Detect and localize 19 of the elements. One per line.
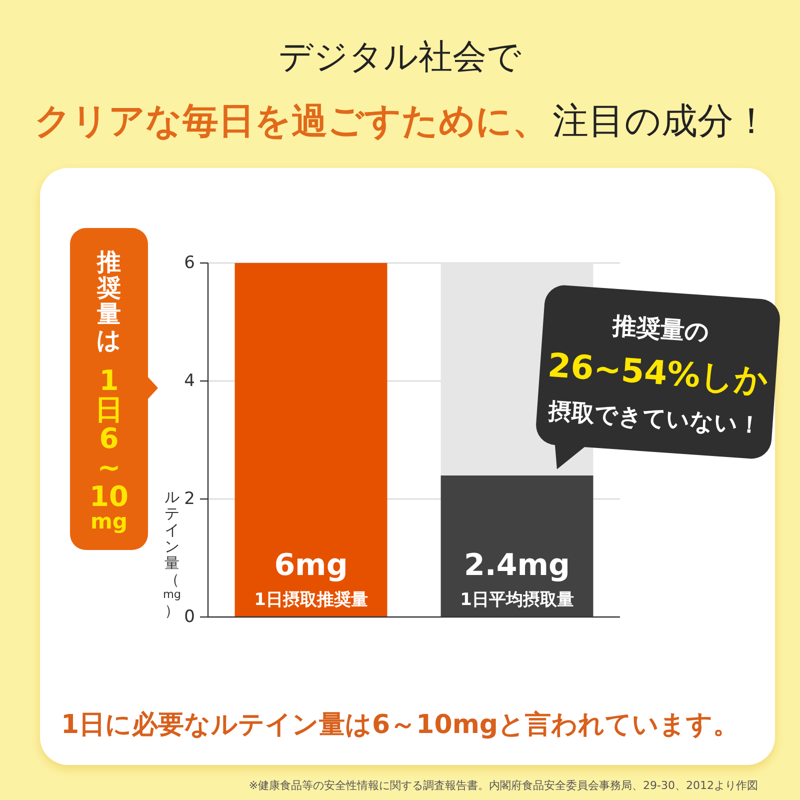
chart-subtitle: クリアな毎日を過ごすために、 xyxy=(34,101,548,142)
y-tick-label: 6 xyxy=(184,253,195,273)
y-tick-label: 0 xyxy=(184,607,195,627)
chart-title: デジタル社会で xyxy=(278,37,522,77)
text: 注目の成分！ xyxy=(552,101,770,142)
y-tick-label: 2 xyxy=(184,489,195,509)
text: ※健康食品等の安全性情報に関する調査報告書。内閣府食品安全委員会事務局、29-30、2012より作図 xyxy=(248,779,758,792)
annotation: 推奨量の xyxy=(610,312,710,346)
data-label: 2.4mg xyxy=(464,548,570,583)
x-tick-label: 1日平均摂取量 xyxy=(460,590,574,610)
y-axis-title: ルテイン量（mg） xyxy=(162,488,182,620)
text: 1日に必要なルテイン量は6～10mgと言われています。 xyxy=(60,710,740,740)
annotation: 摂取できていない！ xyxy=(546,398,762,440)
text: 推奨量は xyxy=(96,248,122,354)
x-tick-label: 1日摂取推奨量 xyxy=(254,590,368,610)
text: 1日6~10mg xyxy=(90,364,128,534)
data-label: 6mg xyxy=(274,548,348,583)
annotation: 26~54%しか xyxy=(546,345,770,400)
y-tick-label: 4 xyxy=(184,371,195,391)
